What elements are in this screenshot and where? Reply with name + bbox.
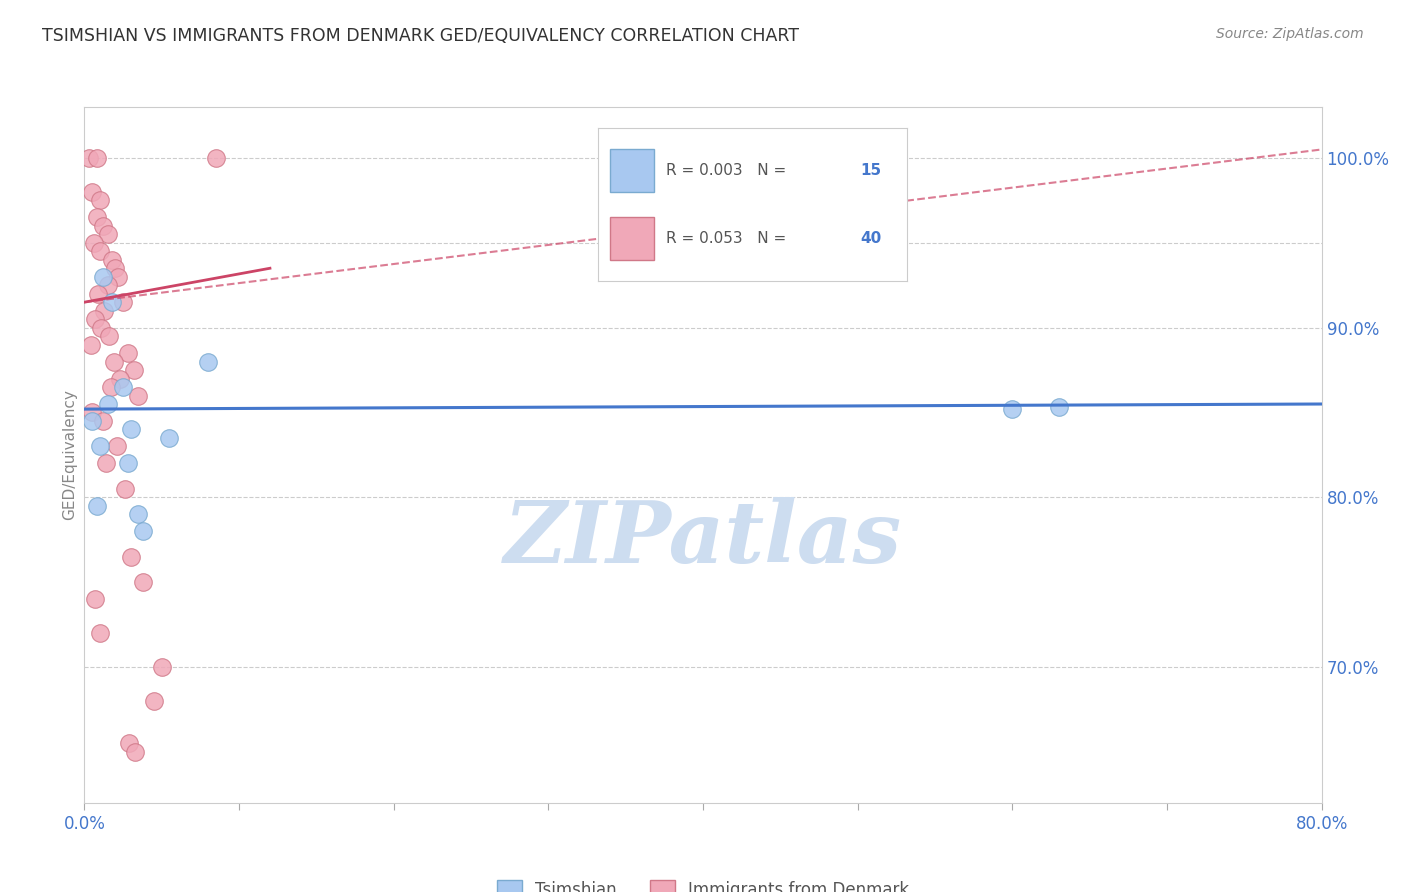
Point — [87, 286, 110, 301]
Point — [150, 660, 173, 674]
Point — [103, 354, 125, 368]
Point — [205, 151, 228, 165]
Point — [1047, 401, 1070, 415]
Text: Source: ZipAtlas.com: Source: ZipAtlas.com — [1216, 27, 1364, 41]
Point — [104, 261, 127, 276]
Point — [108, 371, 131, 385]
Point — [91, 269, 114, 284]
Point — [112, 295, 135, 310]
Point — [82, 405, 104, 419]
Point — [128, 388, 150, 402]
Point — [79, 337, 101, 351]
Point — [1001, 402, 1024, 417]
Point — [107, 269, 129, 284]
Point — [84, 592, 107, 607]
Point — [132, 575, 155, 590]
Text: TSIMSHIAN VS IMMIGRANTS FROM DENMARK GED/EQUIVALENCY CORRELATION CHART: TSIMSHIAN VS IMMIGRANTS FROM DENMARK GED… — [42, 27, 799, 45]
Point — [97, 278, 120, 293]
Point — [84, 312, 107, 326]
Point — [89, 244, 111, 259]
Point — [120, 422, 142, 436]
Point — [86, 151, 108, 165]
Point — [98, 329, 121, 343]
Point — [91, 414, 114, 428]
Point — [89, 626, 111, 640]
Point — [89, 194, 111, 208]
Point — [82, 414, 104, 428]
Point — [86, 211, 108, 225]
Point — [159, 431, 181, 445]
Point — [128, 508, 150, 522]
Point — [112, 380, 135, 394]
Y-axis label: GED/Equivalency: GED/Equivalency — [62, 390, 77, 520]
Point — [143, 694, 166, 708]
Point — [100, 380, 122, 394]
Point — [120, 549, 142, 564]
Point — [105, 439, 128, 453]
Point — [89, 439, 111, 453]
Point — [94, 457, 117, 471]
Point — [197, 354, 219, 368]
Point — [117, 346, 139, 360]
Point — [86, 499, 108, 513]
Point — [93, 303, 115, 318]
Point — [77, 151, 100, 165]
Legend: Tsimshian, Immigrants from Denmark: Tsimshian, Immigrants from Denmark — [489, 874, 917, 892]
Point — [124, 745, 146, 759]
Point — [118, 736, 141, 750]
Point — [122, 363, 145, 377]
Point — [101, 295, 124, 310]
Point — [101, 252, 124, 267]
Point — [97, 397, 120, 411]
Point — [91, 219, 114, 233]
Point — [83, 235, 105, 250]
Point — [132, 524, 155, 539]
Point — [114, 482, 136, 496]
Point — [117, 457, 139, 471]
Point — [90, 320, 112, 334]
Text: ZIPatlas: ZIPatlas — [503, 497, 903, 580]
Point — [97, 227, 120, 242]
Point — [82, 185, 104, 199]
